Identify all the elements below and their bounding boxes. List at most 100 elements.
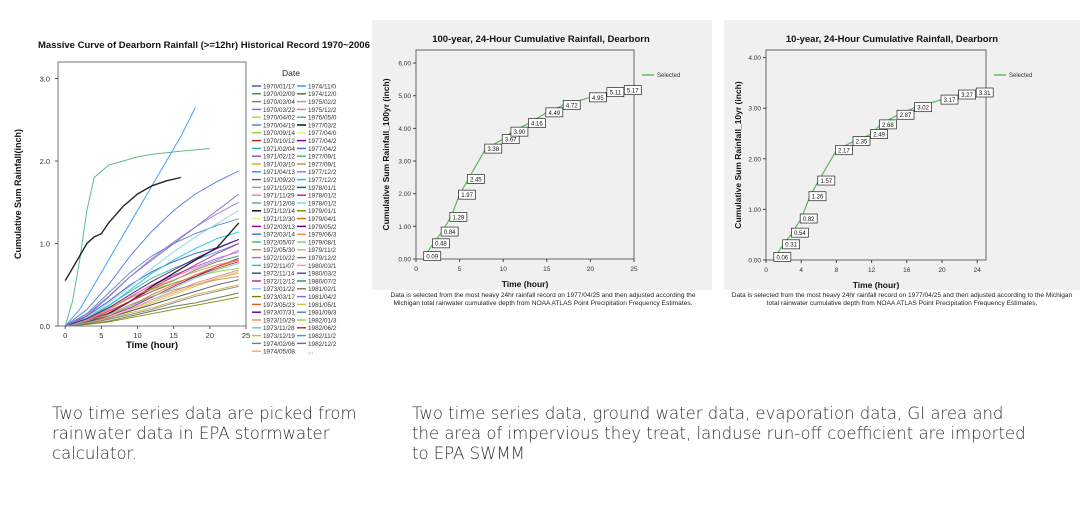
chart1-legend-entry: 1979/01/1 bbox=[308, 208, 337, 215]
chart1-legend-entry: 1972/03/14 bbox=[263, 232, 295, 239]
chart2-note-text: Data is selected from the most heavy 24h… bbox=[390, 292, 696, 307]
chart1-legend-entry: 1971/10/22 bbox=[263, 185, 295, 192]
chart3-data-label: 0.54 bbox=[794, 231, 806, 237]
chart1-plot-frame bbox=[57, 61, 247, 327]
chart3-data-label-box bbox=[799, 213, 818, 224]
chart1-legend-entry: 1971/12/30 bbox=[263, 216, 295, 223]
chart2-note: Data is selected from the most heavy 24h… bbox=[390, 292, 696, 307]
chart1-legend-entry: 1973/07/31 bbox=[263, 310, 295, 317]
chart2-data-label: 5.17 bbox=[627, 89, 639, 95]
chart3-data-label-box bbox=[852, 136, 871, 146]
chart3-x-tick-label: 4 bbox=[799, 267, 803, 274]
chart1-legend-entry: 1971/12/14 bbox=[263, 208, 295, 215]
chart2-data-label: 3.38 bbox=[487, 147, 499, 153]
chart1-legend-entry: 1970/03/22 bbox=[263, 107, 295, 114]
chart1-legend-entry: 1970/09/14 bbox=[263, 130, 295, 137]
chart1-legend-entry: 1972/12/12 bbox=[263, 278, 295, 285]
chart3-y-tick-label: 1.00 bbox=[748, 207, 761, 214]
chart1-legend-entry: 1978/01/2 bbox=[308, 200, 337, 207]
chart1-x-tick-label: 5 bbox=[99, 331, 103, 340]
chart3-x-tick-label: 8 bbox=[835, 267, 839, 274]
chart1-legend-entry: 1974/11/0 bbox=[308, 83, 336, 90]
chart3-data-label: 1.26 bbox=[812, 195, 824, 201]
chart3-data-label: 0.82 bbox=[803, 217, 815, 223]
chart1-legend-entry: 1973/12/19 bbox=[263, 333, 295, 340]
chart1-legend-entry: 1980/07/2 bbox=[308, 278, 337, 285]
chart1-legend-entry: 1976/05/0 bbox=[308, 115, 337, 122]
chart1-legend-entry: 1971/03/10 bbox=[263, 161, 295, 168]
chart1-y-tick-label: 3.0 bbox=[40, 75, 50, 84]
chart3-data-label-box bbox=[817, 175, 836, 186]
chart2-data-label: 1.29 bbox=[453, 215, 465, 221]
chart1-series-line-25 bbox=[65, 259, 239, 327]
chart3-data-label-box bbox=[940, 94, 959, 105]
chart1-x-axis-label: Time (hour) bbox=[126, 340, 178, 351]
chart2-data-label-box bbox=[510, 126, 529, 137]
chart3-y-tick-label: 3.00 bbox=[748, 106, 761, 113]
chart2-data-label-box bbox=[449, 212, 468, 222]
chart1-legend-title: Date bbox=[282, 68, 300, 78]
chart2-x-axis-label: Time (hour) bbox=[502, 279, 549, 289]
chart1-series-line-31 bbox=[64, 201, 240, 327]
chart1-legend-entry: 1972/11/14 bbox=[263, 271, 295, 278]
chart1-title: Massive Curve of Dearborn Rainfall (>=12… bbox=[38, 40, 370, 51]
chart3-y-tick-label: 4.00 bbox=[748, 55, 761, 62]
chart1-legend-entry: 1982/12/2 bbox=[308, 341, 337, 348]
chart1-legend-entry: 1972/05/07 bbox=[263, 239, 295, 246]
chart1-legend-entry: 1972/11/07 bbox=[263, 263, 295, 270]
chart1-legend-entry: 1971/02/12 bbox=[263, 154, 295, 161]
chart1-series-line-20 bbox=[65, 296, 239, 327]
chart1-series-line-28 bbox=[65, 238, 239, 327]
chart1-legend-entry: 1972/03/13 bbox=[263, 224, 295, 231]
chart2-data-label: 3.90 bbox=[514, 130, 526, 136]
chart3-data-label: 3.27 bbox=[961, 93, 973, 99]
chart3-data-label-box bbox=[791, 227, 809, 238]
chart1-series-line-4 bbox=[65, 261, 239, 327]
chart3-data-label: 3.17 bbox=[944, 98, 956, 104]
chart2-data-label: 4.72 bbox=[566, 103, 578, 109]
chart1-legend-entry: 1982/06/2 bbox=[308, 325, 337, 332]
chart3-legend-label: Selected bbox=[1009, 73, 1032, 79]
chart3-data-label: 2.35 bbox=[856, 139, 868, 145]
chart1-legend-entry: 1982/01/3 bbox=[308, 317, 337, 324]
chart1-legend-entry: 1972/05/30 bbox=[263, 247, 295, 254]
chart2-y-tick-label: 2.00 bbox=[398, 191, 411, 198]
chart2-data-label: 4.49 bbox=[548, 111, 560, 117]
chart3-data-label-box bbox=[782, 239, 800, 250]
chart3-x-tick-label: 0 bbox=[764, 267, 768, 274]
chart3-y-axis-label: Cumulative Sum Rainfall_10yr (inch) bbox=[733, 81, 743, 229]
chart3-data-label: 3.02 bbox=[917, 106, 929, 112]
chart1-legend-entry: 1979/12/2 bbox=[308, 255, 337, 262]
chart2-y-tick-label: 1.00 bbox=[398, 224, 411, 231]
chart2-data-label-box bbox=[589, 92, 607, 103]
chart1-x-tick-label: 0 bbox=[63, 331, 67, 340]
chart1-series-line-15 bbox=[64, 148, 210, 327]
chart1-series-line-23 bbox=[65, 210, 240, 327]
chart1-series-line-26 bbox=[65, 279, 239, 327]
chart1-legend-entry: 1982/11/2 bbox=[308, 333, 336, 340]
chart2-data-label: 5.11 bbox=[610, 91, 622, 97]
chart1-legend-entry: 1973/11/28 bbox=[263, 325, 295, 332]
chart3-data-label: 1.57 bbox=[820, 179, 832, 185]
chart3-note-text: Data is selected from the most heavy 24h… bbox=[731, 292, 1073, 307]
chart1-legend-entry: 1977/12/2 bbox=[308, 177, 337, 184]
chart1-legend-entry: 1980/03/2 bbox=[308, 271, 337, 278]
chart1-legend-entry: 1974/05/08 bbox=[263, 349, 295, 356]
chart1-legend-entry: 1972/10/22 bbox=[263, 255, 295, 262]
chart2-data-label: 0.48 bbox=[435, 242, 447, 248]
chart1-legend-entry: 1981/04/2 bbox=[308, 294, 337, 301]
chart2-x-tick-label: 0 bbox=[414, 266, 418, 273]
chart1-legend-entry: 1977/03/2 bbox=[308, 122, 337, 129]
left-caption: Two time series data are picked from rai… bbox=[52, 404, 357, 463]
chart1-legend-entry: 1979/05/2 bbox=[308, 224, 337, 231]
chart3-x-tick-label: 20 bbox=[938, 267, 946, 274]
chart3-plot-frame bbox=[765, 49, 987, 261]
chart3-data-label-box bbox=[808, 191, 827, 202]
chart1-legend-entry: 1975/02/2 bbox=[308, 99, 337, 106]
chart2-data-label: 1.97 bbox=[461, 193, 473, 199]
chart1-y-tick-label: 1.0 bbox=[40, 240, 50, 249]
chart1-series-line-27 bbox=[65, 262, 239, 327]
chart3-data-label-box bbox=[835, 145, 853, 156]
chart2-data-label-box bbox=[606, 87, 625, 97]
chart2-data-label-box bbox=[423, 251, 442, 261]
